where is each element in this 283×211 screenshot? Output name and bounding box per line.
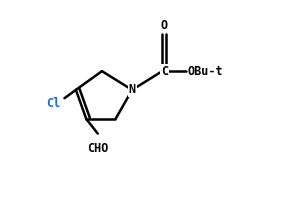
- Text: O: O: [161, 19, 168, 32]
- Text: N: N: [128, 83, 136, 96]
- Text: CHO: CHO: [87, 142, 108, 155]
- Text: C: C: [161, 65, 168, 78]
- Text: OBu-t: OBu-t: [187, 65, 223, 78]
- Text: Cl: Cl: [46, 97, 60, 110]
